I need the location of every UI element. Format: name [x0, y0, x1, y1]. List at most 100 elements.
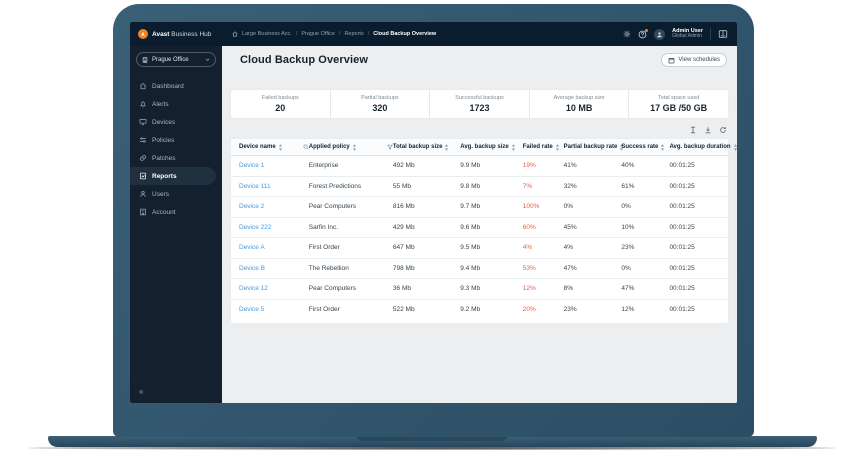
avg-size-cell: 9.4 Mb	[460, 264, 481, 272]
column-header-avg-backup-size[interactable]: Avg. backup size	[460, 143, 523, 151]
failed-rate-cell: 12%	[522, 285, 536, 293]
policy-cell: The Rebellion	[308, 264, 349, 272]
column-label: Avg. backup duration	[669, 144, 731, 150]
brand-name-rest: Business Hub	[169, 30, 212, 38]
sidebar-item-label: Dashboard	[152, 82, 184, 90]
duration-cell: 00:01:25	[669, 306, 695, 314]
breadcrumb-item[interactable]: Reports	[344, 31, 364, 37]
table-row: Device 12 Pear Computers 36 Mb 9.3 Mb 12…	[231, 279, 728, 300]
settings-gear-icon[interactable]	[623, 30, 631, 38]
stat-successful-backups: Successful backups 1723	[429, 90, 529, 118]
sidebar-item-patches[interactable]: Patches	[130, 149, 222, 167]
device-link[interactable]: Device 1	[239, 162, 265, 170]
column-header-applied-policy[interactable]: Applied policy	[308, 143, 393, 151]
view-schedules-button[interactable]: View schedules	[661, 53, 727, 67]
breadcrumb-separator: /	[295, 31, 298, 37]
org-selector[interactable]: Prague Office	[136, 52, 216, 67]
policy-cell: Forest Predictions	[308, 182, 362, 190]
total-size-cell: 647 Mb	[392, 244, 415, 252]
user-role: Global Admin	[672, 33, 702, 40]
table-row: Device 2 Pear Computers 816 Mb 9.7 Mb 10…	[231, 197, 728, 218]
sidebar-item-users[interactable]: Users	[130, 185, 222, 203]
device-link[interactable]: Device 5	[239, 306, 265, 314]
duration-cell: 00:01:25	[669, 162, 695, 170]
column-label: Avg. backup size	[460, 144, 509, 150]
success-rate-cell: 61%	[621, 182, 635, 190]
partial-rate-cell: 41%	[563, 162, 577, 170]
total-size-cell: 492 Mb	[392, 162, 415, 170]
sort-icon[interactable]	[352, 143, 357, 151]
device-link[interactable]: Device A	[239, 244, 265, 252]
column-header-device-name[interactable]: Device name	[239, 143, 309, 151]
stat-value: 20	[275, 103, 286, 113]
column-header-success-rate[interactable]: Success rate	[621, 143, 669, 151]
device-link[interactable]: Device 12	[239, 285, 268, 293]
breadcrumb-item[interactable]: Large Business Acc.	[242, 31, 292, 37]
duration-cell: 00:01:25	[669, 223, 695, 231]
filter-icon[interactable]	[386, 144, 393, 150]
console-switcher-icon[interactable]	[718, 29, 728, 39]
user-icon	[139, 190, 147, 198]
partial-rate-cell: 23%	[563, 306, 577, 314]
notifications-icon[interactable]	[638, 28, 649, 39]
download-icon[interactable]	[704, 126, 712, 134]
user-name: Admin User	[672, 27, 703, 34]
column-label: Applied policy	[308, 144, 350, 150]
failed-rate-cell: 19%	[522, 162, 536, 170]
sidebar-item-dashboard[interactable]: Dashboard	[130, 77, 222, 95]
home-icon[interactable]	[232, 31, 238, 37]
avast-logo-icon	[138, 29, 148, 39]
home-icon	[139, 82, 147, 90]
sidebar-item-reports[interactable]: Reports	[130, 167, 216, 185]
failed-rate-cell: 60%	[522, 223, 536, 231]
page-header: Cloud Backup Overview View schedules	[222, 46, 737, 67]
avg-size-cell: 9.5 Mb	[460, 244, 481, 252]
org-selector-label: Prague Office	[152, 56, 189, 63]
sort-icon[interactable]	[619, 143, 624, 151]
sort-icon[interactable]	[555, 143, 560, 151]
stat-partial-backups: Partial backups 320	[329, 90, 430, 118]
row-height-icon[interactable]	[689, 126, 697, 134]
device-link[interactable]: Device 2	[239, 203, 265, 211]
sort-icon[interactable]	[733, 143, 737, 151]
breadcrumb-item[interactable]: Prague Office	[301, 31, 335, 37]
stat-total-space-used: Total space used 17 GB /50 GB	[628, 90, 728, 118]
column-header-failed-rate[interactable]: Failed rate	[523, 143, 564, 151]
column-header-partial-backup-rate[interactable]: Partial backup rate	[563, 143, 624, 151]
device-link[interactable]: Device 111	[239, 182, 271, 190]
sort-icon[interactable]	[278, 143, 283, 151]
refresh-icon[interactable]	[719, 126, 727, 134]
policy-cell: Sarfin Inc.	[308, 223, 338, 231]
sidebar-item-label: Account	[152, 208, 176, 216]
notification-badge	[644, 28, 649, 32]
column-header-avg-backup-duration[interactable]: Avg. backup duration	[669, 143, 737, 151]
topbar-actions: Admin User Global Admin	[623, 28, 737, 40]
stat-value: 17 GB /50 GB	[650, 103, 708, 113]
device-link[interactable]: Device B	[239, 264, 266, 272]
sort-icon[interactable]	[660, 143, 665, 151]
summary-stats-card: Failed backups 20 Partial backups 320 Su…	[231, 90, 728, 118]
sliders-icon	[139, 136, 147, 144]
sidebar-item-policies[interactable]: Policies	[130, 131, 222, 149]
search-icon[interactable]	[303, 144, 309, 150]
sidebar-item-alerts[interactable]: Alerts	[130, 95, 222, 113]
partial-rate-cell: 32%	[563, 182, 577, 190]
success-rate-cell: 23%	[621, 244, 635, 252]
main-content: Cloud Backup Overview View schedules Fai…	[222, 46, 737, 403]
user-info[interactable]: Admin User Global Admin	[672, 28, 703, 40]
device-link[interactable]: Device 222	[239, 223, 272, 231]
sidebar-collapse-button[interactable]: «	[139, 387, 144, 396]
column-label: Partial backup rate	[563, 144, 618, 150]
breadcrumb-item-current: Cloud Backup Overview	[373, 31, 437, 37]
calendar-icon	[669, 57, 675, 63]
total-size-cell: 36 Mb	[392, 285, 411, 293]
sidebar-item-account[interactable]: Account	[130, 203, 222, 221]
sidebar-item-devices[interactable]: Devices	[130, 113, 222, 131]
avg-size-cell: 9.2 Mb	[460, 306, 481, 314]
column-header-total-backup-size[interactable]: Total backup size	[393, 143, 460, 151]
laptop-shadow	[28, 446, 836, 450]
sort-icon[interactable]	[511, 143, 516, 151]
avatar[interactable]	[654, 28, 666, 40]
sort-icon[interactable]	[444, 143, 449, 151]
